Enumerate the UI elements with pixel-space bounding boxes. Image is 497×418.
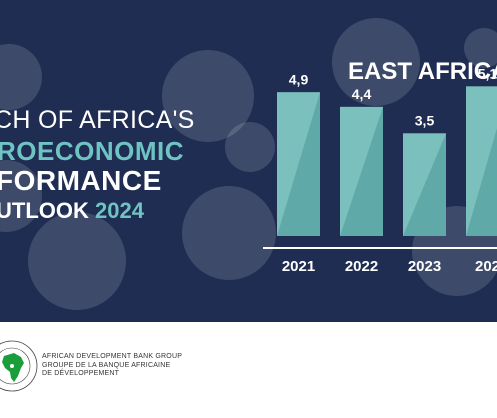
title-line-1: CH OF AFRICA'S bbox=[0, 106, 195, 134]
decor-circle bbox=[182, 186, 276, 280]
title-year: 2024 bbox=[95, 198, 144, 223]
decor-circle bbox=[464, 28, 497, 68]
bar-2022 bbox=[340, 106, 383, 236]
bar-chart: 4,9 2021 4,4 2022 3,5 2023 5,1 202 bbox=[263, 65, 497, 275]
bar-2021 bbox=[277, 92, 320, 237]
banner: CH OF AFRICA'S ROECONOMIC FORMANCE UTLOO… bbox=[0, 0, 497, 322]
title-outlook: UTLOOK bbox=[0, 198, 95, 223]
org-name-en: AFRICAN DEVELOPMENT BANK GROUP bbox=[42, 353, 183, 360]
bar-2024 bbox=[466, 86, 497, 237]
decor-circle bbox=[225, 122, 275, 172]
value-label: 3,5 bbox=[415, 112, 435, 128]
title-line-4: UTLOOK 2024 bbox=[0, 198, 144, 224]
decor-circle bbox=[28, 212, 126, 310]
afdb-logo-icon bbox=[0, 340, 38, 392]
category-label: 2023 bbox=[408, 258, 441, 275]
org-name-fr-2: DE DÉVELOPPEMENT bbox=[42, 370, 120, 377]
category-label: 2022 bbox=[345, 258, 378, 275]
category-label: 2021 bbox=[282, 258, 315, 275]
value-label: 5,1 bbox=[478, 65, 497, 81]
chart-title: EAST AFRICA bbox=[348, 58, 497, 85]
category-label: 202 bbox=[475, 258, 497, 275]
title-line-3: FORMANCE bbox=[0, 165, 162, 196]
value-label: 4,9 bbox=[289, 71, 309, 87]
decor-circle bbox=[162, 50, 254, 142]
bar-2023 bbox=[403, 133, 446, 236]
org-name-fr-1: GROUPE DE LA BANQUE AFRICAINE bbox=[42, 362, 171, 369]
footer bbox=[0, 322, 497, 418]
value-label: 4,4 bbox=[352, 86, 372, 102]
decor-circle bbox=[332, 18, 420, 106]
title-line-2: ROECONOMIC bbox=[0, 136, 184, 166]
